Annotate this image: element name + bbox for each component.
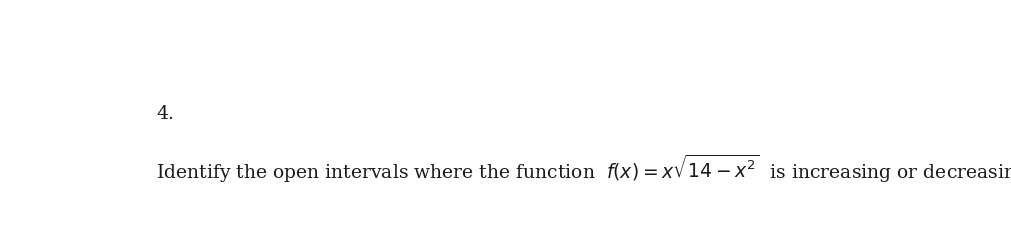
Text: Identify the open intervals where the function  $f(x) = x\sqrt{14-x^{2}}$  is in: Identify the open intervals where the fu… [156,153,1011,185]
Text: 4.: 4. [156,105,174,123]
